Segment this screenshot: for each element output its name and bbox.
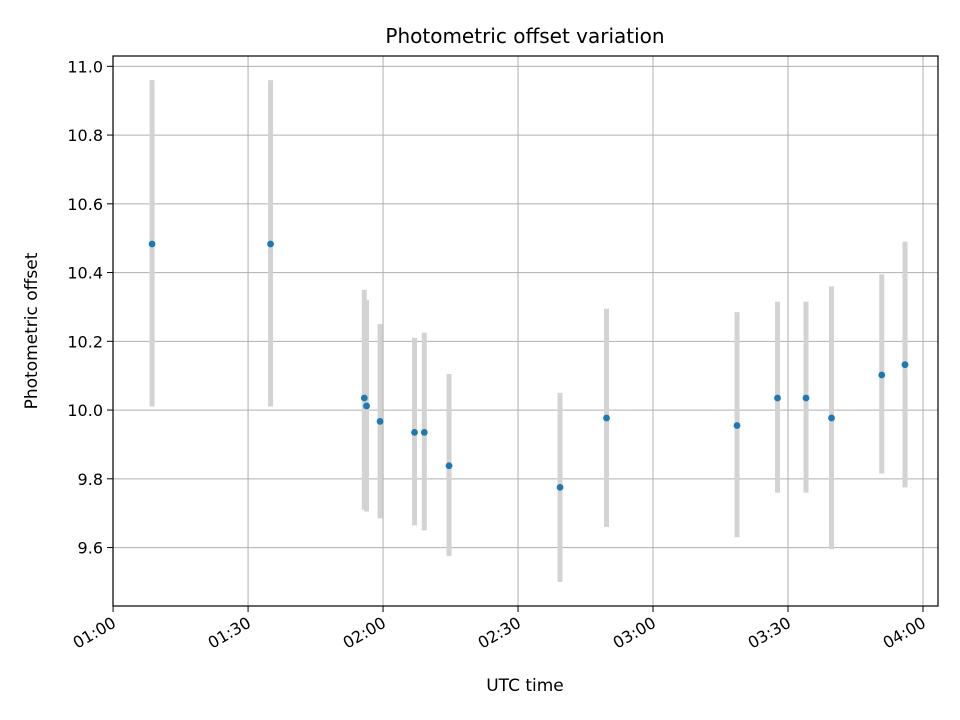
plot-frame xyxy=(112,55,939,607)
chart-title: Photometric offset variation xyxy=(385,24,664,48)
data-point xyxy=(411,429,418,436)
y-tick-label: 10.8 xyxy=(67,126,103,145)
y-axis-ticks: 9.6 9.8 10.0 10.2 10.4 10.6 10.8 11.0 xyxy=(67,57,113,558)
data-point xyxy=(376,418,384,425)
y-tick-label: 10.4 xyxy=(67,264,103,283)
data-point xyxy=(445,462,453,470)
data-point xyxy=(148,240,156,248)
data-point xyxy=(267,240,274,248)
data-point xyxy=(802,394,810,402)
y-tick-label: 9.6 xyxy=(78,539,103,558)
y-tick-label: 9.8 xyxy=(78,470,103,489)
data-point xyxy=(360,394,368,402)
data-point xyxy=(901,361,909,369)
grid xyxy=(112,56,938,606)
data-point xyxy=(828,414,835,422)
data-point xyxy=(733,422,741,429)
y-tick-label: 10.2 xyxy=(67,332,103,351)
data-point xyxy=(878,371,886,379)
x-axis-title: UTC time xyxy=(486,676,564,696)
y-tick-label: 11.0 xyxy=(67,57,103,76)
data-point xyxy=(420,429,428,436)
data-point xyxy=(603,414,610,422)
data-points xyxy=(148,240,909,491)
y-tick-label: 10.6 xyxy=(67,195,103,214)
data-point xyxy=(363,402,370,410)
y-tick-label: 10.0 xyxy=(67,401,103,420)
data-point xyxy=(556,484,564,491)
data-point xyxy=(774,394,781,402)
y-axis-title: Photometric offset xyxy=(22,252,42,409)
